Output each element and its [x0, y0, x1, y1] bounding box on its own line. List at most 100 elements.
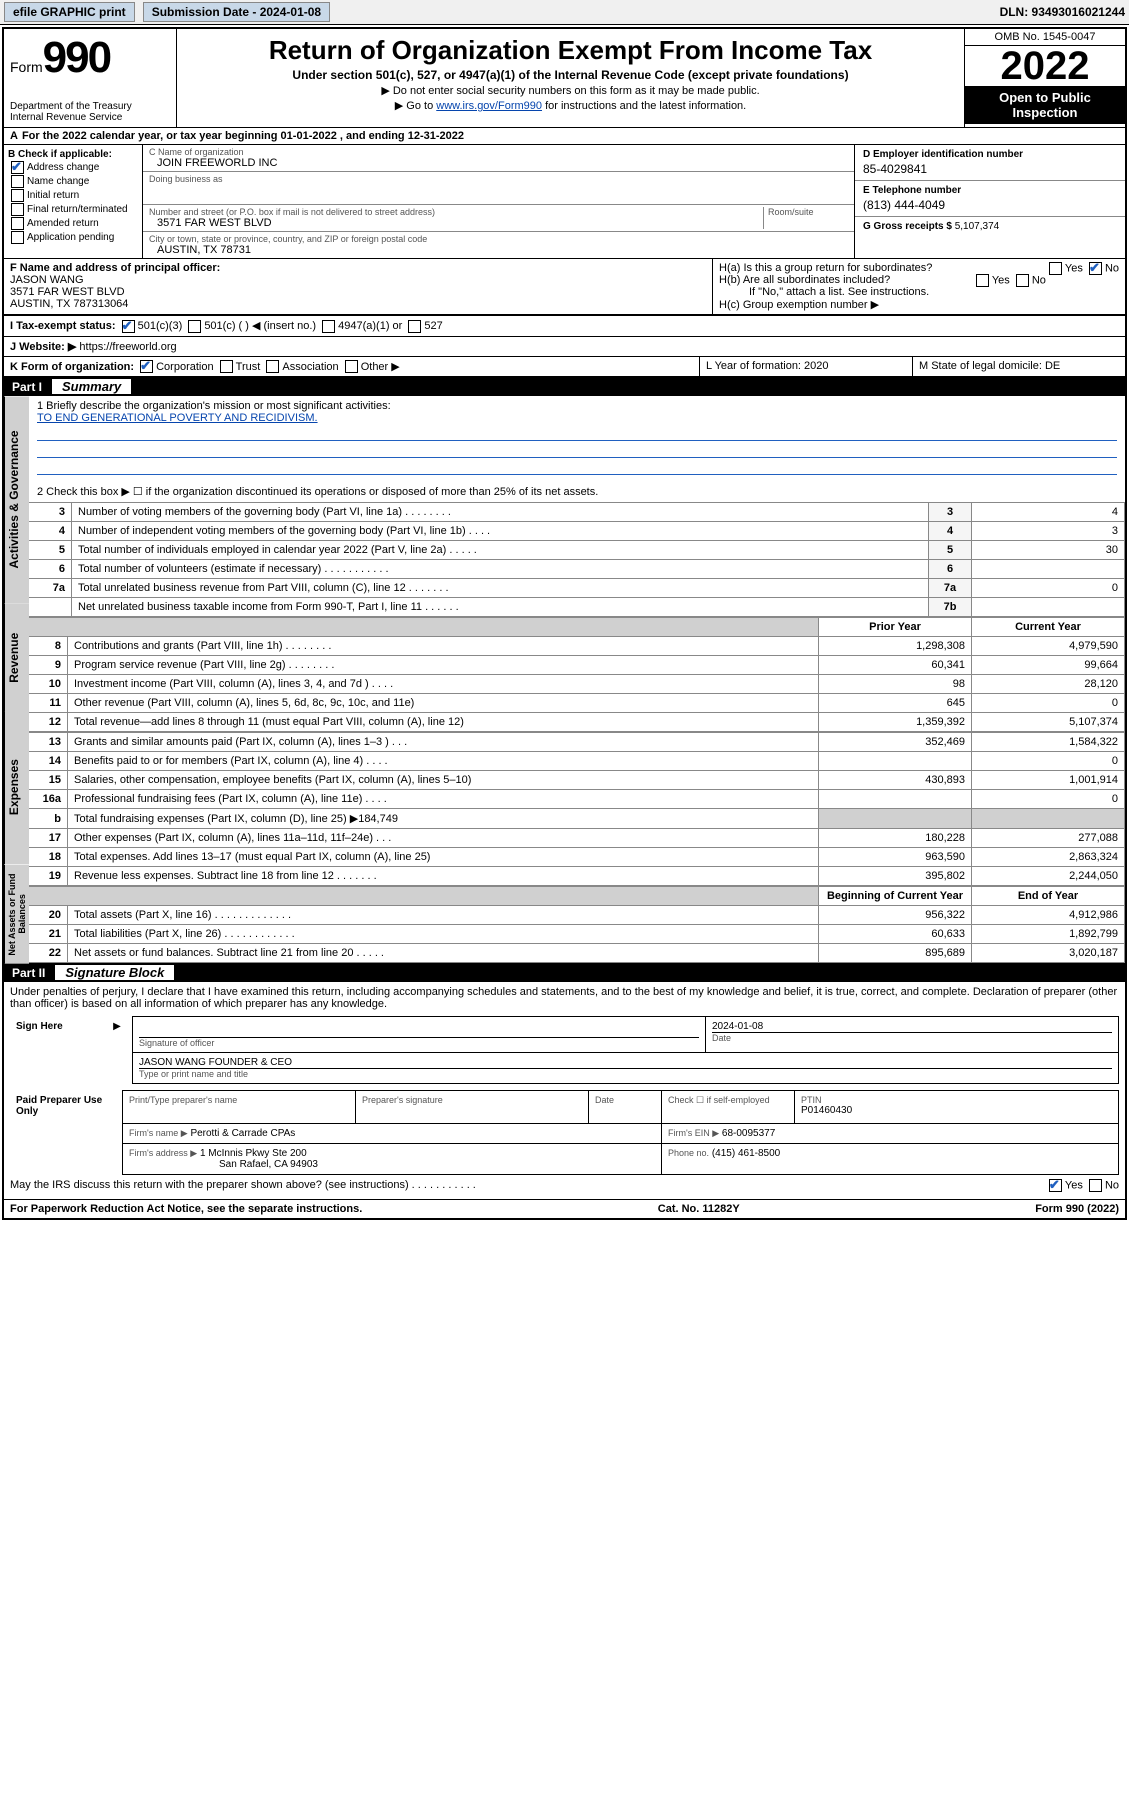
checkbox-initial-return[interactable] — [11, 189, 24, 202]
mission-text[interactable]: TO END GENERATIONAL POVERTY AND RECIDIVI… — [37, 412, 318, 424]
table-row: 7aTotal unrelated business revenue from … — [29, 579, 1125, 598]
penalty-text: Under penalties of perjury, I declare th… — [10, 986, 1119, 1010]
tab-netassets: Net Assets or Fund Balances — [4, 865, 29, 964]
table-row: 5Total number of individuals employed in… — [29, 541, 1125, 560]
firm-ein: 68-0095377 — [722, 1128, 775, 1139]
hb-no[interactable] — [1016, 274, 1029, 287]
officer-name: JASON WANG — [10, 274, 706, 286]
ha-yes[interactable] — [1049, 262, 1062, 275]
footer: For Paperwork Reduction Act Notice, see … — [4, 1199, 1125, 1218]
paid-preparer-table: Paid Preparer Use Only Print/Type prepar… — [10, 1090, 1119, 1175]
table-row: 20Total assets (Part X, line 16) . . . .… — [29, 906, 1125, 925]
efile-print-button[interactable]: efile GRAPHIC print — [4, 2, 135, 22]
hc-line: H(c) Group exemption number ▶ — [719, 298, 1119, 311]
part2-header: Part II Signature Block — [4, 963, 1125, 982]
form-page: Form990 Department of the Treasury Inter… — [2, 27, 1127, 1220]
website-instruction: ▶ Go to www.irs.gov/Form990 for instruct… — [185, 99, 956, 112]
form-title: Return of Organization Exempt From Incom… — [185, 35, 956, 66]
checkbox-application-pending[interactable] — [11, 231, 24, 244]
checkbox-final-return[interactable] — [11, 203, 24, 216]
officer-street: 3571 FAR WEST BLVD — [10, 286, 706, 298]
firm-phone: (415) 461-8500 — [712, 1148, 780, 1159]
tab-expenses: Expenses — [4, 711, 29, 864]
form-subtitle: Under section 501(c), 527, or 4947(a)(1)… — [185, 68, 956, 82]
cb-corp[interactable] — [140, 360, 153, 373]
dept-treasury: Department of the Treasury Internal Reve… — [10, 101, 170, 123]
ha-question: H(a) Is this a group return for subordin… — [719, 262, 1119, 274]
table-row: 17Other expenses (Part IX, column (A), l… — [29, 829, 1125, 848]
firm-name: Perotti & Carrade CPAs — [190, 1128, 295, 1139]
cb-other[interactable] — [345, 360, 358, 373]
footer-right: Form 990 (2022) — [1035, 1203, 1119, 1215]
org-name: JOIN FREEWORLD INC — [149, 157, 848, 169]
table-row: 3Number of voting members of the governi… — [29, 503, 1125, 522]
box-b-checkboxes: B Check if applicable: Address change Na… — [4, 145, 143, 258]
officer-city: AUSTIN, TX 787313064 — [10, 298, 706, 310]
row-k-form-org: K Form of organization: Corporation Trus… — [4, 357, 699, 377]
tax-year: 2022 — [965, 46, 1125, 86]
table-row: bTotal fundraising expenses (Part IX, co… — [29, 809, 1125, 829]
officer-name-title: JASON WANG FOUNDER & CEO — [139, 1057, 1112, 1068]
tab-activities: Activities & Governance — [4, 396, 29, 603]
discuss-yes[interactable] — [1049, 1179, 1062, 1192]
footer-left: For Paperwork Reduction Act Notice, see … — [10, 1203, 362, 1215]
table-row: 21Total liabilities (Part X, line 26) . … — [29, 925, 1125, 944]
tab-revenue: Revenue — [4, 604, 29, 712]
firm-addr1: 1 McInnis Pkwy Ste 200 — [200, 1148, 307, 1159]
revenue-table: Prior Year Current Year 8Contributions a… — [29, 617, 1125, 732]
cb-501c3[interactable] — [122, 320, 135, 333]
org-street: 3571 FAR WEST BLVD — [149, 217, 763, 229]
firm-addr2: San Rafael, CA 94903 — [129, 1159, 318, 1170]
table-row: 6Total number of volunteers (estimate if… — [29, 560, 1125, 579]
sig-date: 2024-01-08 — [712, 1021, 1112, 1032]
sign-arrow-icon: ▶ — [102, 1017, 133, 1084]
form-number: 990 — [43, 33, 110, 82]
row-j-website: J Website: ▶ https://freeworld.org — [4, 337, 1125, 356]
irs-link[interactable]: www.irs.gov/Form990 — [436, 100, 542, 112]
gross-receipts: 5,107,374 — [955, 221, 1000, 232]
cb-trust[interactable] — [220, 360, 233, 373]
footer-mid: Cat. No. 11282Y — [658, 1203, 740, 1215]
table-row: 19Revenue less expenses. Subtract line 1… — [29, 867, 1125, 886]
table-row: 4Number of independent voting members of… — [29, 522, 1125, 541]
top-toolbar: efile GRAPHIC print Submission Date - 20… — [0, 0, 1129, 25]
netassets-table: Beginning of Current Year End of Year 20… — [29, 886, 1125, 963]
table-row: 15Salaries, other compensation, employee… — [29, 771, 1125, 790]
signature-block: Under penalties of perjury, I declare th… — [4, 982, 1125, 1199]
table-row: 10Investment income (Part VIII, column (… — [29, 675, 1125, 694]
discuss-row: May the IRS discuss this return with the… — [10, 1175, 1119, 1195]
org-city: AUSTIN, TX 78731 — [149, 244, 848, 256]
sign-here-table: Sign Here ▶ Signature of officer 2024-01… — [10, 1016, 1119, 1084]
cb-4947[interactable] — [322, 320, 335, 333]
cb-assoc[interactable] — [266, 360, 279, 373]
table-row: 22Net assets or fund balances. Subtract … — [29, 944, 1125, 963]
hb-question: H(b) Are all subordinates included? Yes … — [719, 274, 1119, 286]
part1-header: Part I Summary — [4, 377, 1125, 396]
ha-no[interactable] — [1089, 262, 1102, 275]
row-m-state: M State of legal domicile: DE — [912, 357, 1125, 377]
checkbox-address-change[interactable] — [11, 161, 24, 174]
checkbox-name-change[interactable] — [11, 175, 24, 188]
row-a-tax-year: AFor the 2022 calendar year, or tax year… — [4, 128, 1125, 145]
hb-yes[interactable] — [976, 274, 989, 287]
website-value: https://freeworld.org — [79, 341, 176, 353]
cb-501c[interactable] — [188, 320, 201, 333]
form-header: Form990 Department of the Treasury Inter… — [4, 29, 1125, 128]
expense-table: 13Grants and similar amounts paid (Part … — [29, 732, 1125, 886]
table-row: 13Grants and similar amounts paid (Part … — [29, 733, 1125, 752]
ssn-warning: ▶ Do not enter social security numbers o… — [185, 84, 956, 97]
ptin-value: P01460430 — [801, 1105, 1112, 1116]
ein-value: 85-4029841 — [863, 160, 1117, 176]
dln-text: DLN: 93493016021244 — [1000, 5, 1125, 19]
row-i-tax-exempt: I Tax-exempt status: 501(c)(3) 501(c) ( … — [4, 316, 1125, 336]
row-l-year: L Year of formation: 2020 — [699, 357, 912, 377]
discuss-no[interactable] — [1089, 1179, 1102, 1192]
table-row: 12Total revenue—add lines 8 through 11 (… — [29, 713, 1125, 732]
cb-527[interactable] — [408, 320, 421, 333]
checkbox-amended[interactable] — [11, 217, 24, 230]
submission-date-button[interactable]: Submission Date - 2024-01-08 — [143, 2, 330, 22]
form-number-block: Form990 — [10, 33, 170, 83]
table-row: 16aProfessional fundraising fees (Part I… — [29, 790, 1125, 809]
table-row: 9Program service revenue (Part VIII, lin… — [29, 656, 1125, 675]
phone-value: (813) 444-4049 — [863, 196, 1117, 212]
